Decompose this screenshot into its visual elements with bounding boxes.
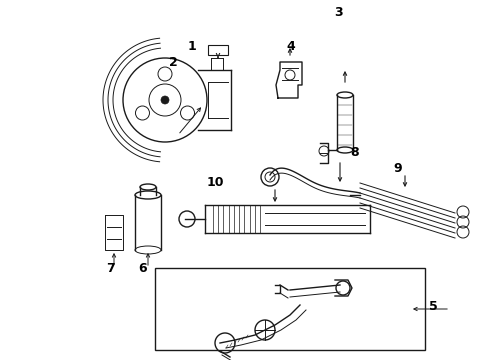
Text: 4: 4 [287, 40, 295, 54]
Text: 2: 2 [169, 57, 177, 69]
Bar [208, 45, 228, 55]
Text: 1: 1 [188, 40, 196, 54]
Text: 8: 8 [351, 147, 359, 159]
Bar [155, 268, 425, 350]
Text: 9: 9 [393, 162, 402, 175]
Text: 10: 10 [206, 176, 224, 189]
Circle shape [161, 96, 169, 104]
Text: 6: 6 [139, 261, 147, 274]
Text: 7: 7 [106, 261, 114, 274]
Text: 3: 3 [334, 5, 343, 18]
Text: 5: 5 [429, 301, 438, 314]
